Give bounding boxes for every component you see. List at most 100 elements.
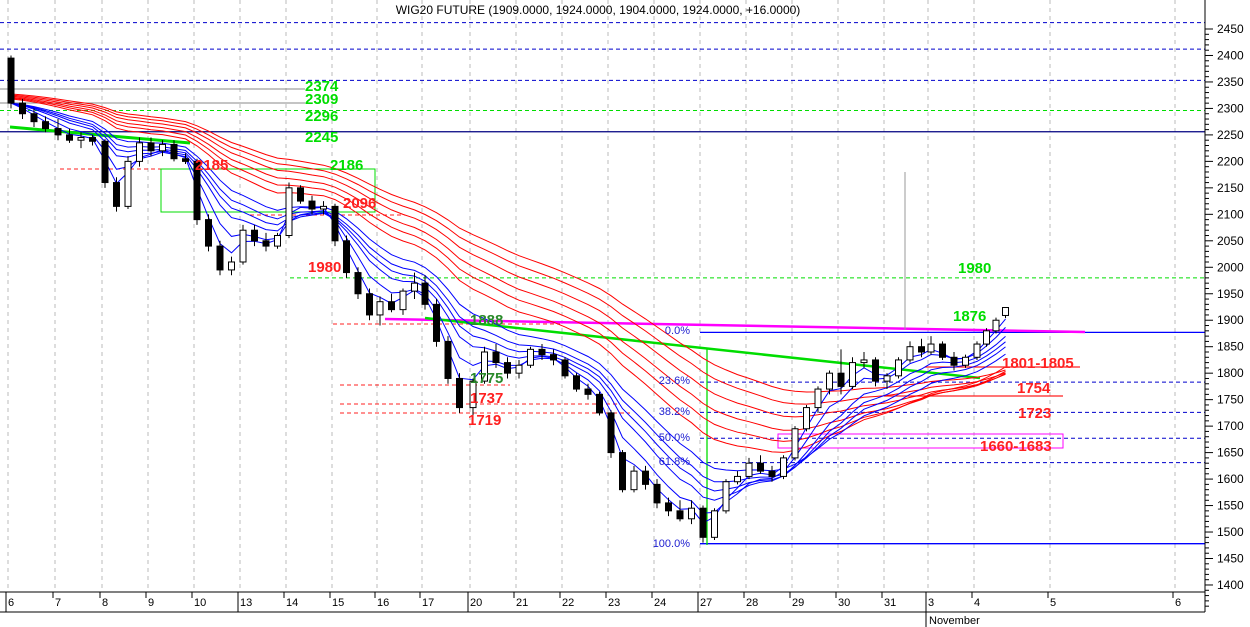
annotation-label: 1888 — [470, 312, 503, 329]
candle — [550, 349, 557, 366]
candle — [837, 349, 845, 395]
annotation-label: 1660-1683 — [980, 438, 1052, 455]
fibonacci-label: 100.0% — [653, 538, 691, 550]
ema-10-line — [10, 102, 1006, 492]
magenta-trend-line — [384, 317, 1086, 334]
candle — [939, 341, 946, 360]
candle-body — [895, 359, 902, 377]
candle — [688, 500, 695, 525]
candle — [711, 508, 718, 540]
ema-12-line — [10, 102, 1006, 483]
candle-body — [77, 137, 85, 141]
candle — [504, 357, 511, 379]
ema-15-line — [10, 102, 1006, 472]
candle — [983, 328, 990, 347]
candle — [77, 132, 85, 149]
annotation-label: 2374 — [305, 78, 339, 95]
candle — [433, 299, 440, 347]
candle-body — [136, 142, 143, 162]
y-tick-label: 1450 — [1217, 552, 1244, 566]
candle-body — [54, 128, 62, 136]
candle — [399, 288, 407, 315]
candle — [285, 182, 293, 239]
candle-body — [515, 364, 523, 374]
y-tick-label: 2150 — [1217, 181, 1244, 195]
candle-body — [927, 343, 935, 353]
candle — [860, 351, 868, 368]
candle-body — [376, 301, 384, 316]
candle — [54, 119, 62, 141]
candle-body — [124, 160, 132, 207]
candle-body — [711, 510, 718, 538]
candle — [366, 288, 373, 321]
x-tick-label: 14 — [286, 597, 298, 609]
annotation-label: 2185 — [195, 157, 228, 174]
candle-body — [239, 229, 247, 263]
y-axis: 2450 2400 2350 2300 2250 2200 2150 2100 2050 2000… — [1204, 0, 1244, 612]
candle-body — [676, 510, 684, 520]
candle-body — [722, 481, 730, 512]
y-tick-label: 1850 — [1217, 340, 1244, 354]
candle — [376, 296, 384, 326]
candle — [630, 465, 638, 493]
x-tick-label: 23 — [608, 597, 620, 609]
candle-body — [734, 475, 741, 483]
candle — [136, 137, 143, 167]
candle — [492, 344, 500, 368]
candle-body — [492, 351, 500, 364]
candle — [331, 203, 339, 247]
candle-body — [481, 351, 488, 382]
ema-5-line — [10, 102, 1006, 514]
candle-body — [803, 407, 810, 430]
x-tick-label: 4 — [974, 597, 980, 609]
candle — [251, 224, 258, 247]
candle — [561, 357, 569, 379]
candle — [30, 108, 38, 127]
candle — [883, 373, 891, 390]
annotation-label: 1737 — [470, 390, 503, 407]
candle-body — [101, 140, 109, 184]
candle — [584, 383, 592, 400]
candle-body — [699, 507, 707, 538]
y-tick-label: 2250 — [1217, 128, 1244, 142]
x-tick-label: 21 — [516, 597, 528, 609]
candle — [297, 185, 304, 204]
candle-body — [182, 158, 189, 162]
candle-body — [456, 377, 463, 409]
grid — [7, 0, 1176, 592]
chart-title: WIG20 FUTURE (1909.0000, 1924.0000, 1904… — [396, 3, 801, 17]
candle-body — [42, 121, 49, 130]
candle — [444, 336, 452, 384]
candle — [722, 479, 730, 514]
y-tick-label: 2300 — [1217, 101, 1244, 115]
x-tick-label: 8 — [102, 597, 108, 609]
candle-body — [561, 359, 569, 377]
candle-body — [343, 240, 350, 274]
candle — [642, 465, 649, 490]
candle — [228, 256, 235, 276]
candle — [262, 232, 270, 252]
ema-40-line — [10, 94, 1006, 405]
y-tick-label: 1600 — [1217, 472, 1244, 486]
fibonacci-label: 50.0% — [659, 432, 690, 444]
green-box — [160, 168, 376, 213]
candle-body — [366, 293, 373, 316]
candle — [895, 357, 902, 379]
y-tick-label: 1550 — [1217, 499, 1244, 513]
ema-26-line — [10, 97, 1006, 442]
candle-body — [630, 470, 638, 491]
candle-body — [66, 134, 73, 141]
y-tick-label: 2000 — [1217, 260, 1244, 274]
candle-body — [883, 375, 891, 382]
candle-body — [89, 137, 96, 142]
x-tick-label: 6 — [8, 597, 14, 609]
candle — [421, 275, 429, 310]
candle-body — [973, 343, 981, 358]
candle-body — [653, 483, 661, 504]
annotation-label: 1723 — [1018, 405, 1051, 422]
candle-body — [642, 470, 649, 485]
candle — [1002, 307, 1009, 319]
candle-body — [538, 348, 546, 356]
candle-body — [30, 113, 38, 123]
